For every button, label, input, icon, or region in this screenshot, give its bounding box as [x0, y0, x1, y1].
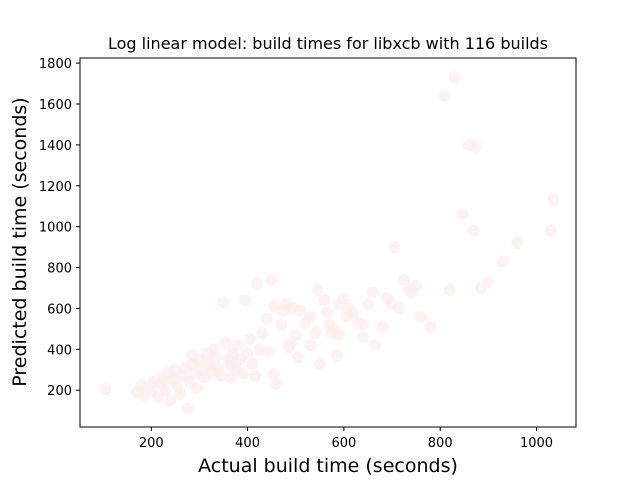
data-point [424, 320, 437, 333]
data-point [292, 351, 305, 364]
data-points [99, 71, 560, 415]
data-point [470, 140, 483, 153]
data-point [304, 339, 317, 352]
data-point [164, 394, 177, 407]
data-point [181, 402, 194, 415]
data-point [393, 302, 406, 315]
data-point [455, 208, 468, 221]
y-tick-label: 600 [47, 302, 72, 317]
y-tick-label: 1400 [39, 139, 72, 154]
data-point [210, 351, 223, 364]
data-point [439, 89, 452, 102]
data-point [410, 279, 423, 292]
data-point [246, 357, 259, 370]
data-point [270, 378, 283, 391]
data-point [253, 343, 266, 356]
data-point [219, 337, 232, 350]
plot-frame [79, 57, 577, 428]
data-point [186, 349, 199, 362]
y-tick-label: 1600 [39, 98, 72, 113]
data-point [174, 388, 187, 401]
data-point [251, 277, 264, 290]
y-tick-label: 1800 [39, 57, 72, 72]
y-tick-label: 1000 [39, 221, 72, 236]
data-point [268, 300, 281, 313]
data-point [347, 306, 360, 319]
y-axis-label: Predicted build time (seconds) [9, 97, 31, 386]
data-point [467, 224, 480, 237]
data-point [337, 292, 350, 305]
data-point [308, 326, 321, 339]
data-point [224, 371, 237, 384]
data-point [159, 384, 172, 397]
data-point [414, 310, 427, 323]
x-tick-label: 800 [428, 436, 453, 451]
x-tick-label: 400 [235, 436, 260, 451]
data-point [231, 339, 244, 352]
data-point [275, 318, 288, 331]
data-point [263, 345, 276, 358]
data-point [443, 284, 456, 297]
data-point [448, 71, 461, 84]
data-point [544, 224, 557, 237]
x-tick-label: 1000 [520, 436, 553, 451]
y-tick-label: 1200 [39, 180, 72, 195]
chart-title: Log linear model: build times for libxcb… [108, 34, 548, 53]
data-point [311, 284, 324, 297]
data-point [268, 367, 281, 380]
data-point [357, 331, 370, 344]
y-tick-label: 200 [47, 384, 72, 399]
y-tick-label: 800 [47, 262, 72, 277]
data-point [333, 329, 346, 342]
x-axis-ticks: 200 400 600 800 1000 [139, 427, 553, 451]
data-point [547, 194, 560, 207]
data-point [511, 237, 524, 250]
x-axis-label: Actual build time (seconds) [198, 455, 458, 477]
data-point [191, 382, 204, 395]
data-point [357, 318, 370, 331]
data-point [318, 294, 331, 307]
data-point [217, 296, 230, 309]
data-point [313, 357, 326, 370]
y-axis-ticks: 200 400 600 800 1000 1200 1400 1600 1800 [39, 57, 80, 399]
data-point [215, 369, 228, 382]
x-tick-label: 600 [331, 436, 356, 451]
data-point [236, 367, 249, 380]
data-point [99, 383, 112, 396]
data-point [388, 241, 401, 254]
data-point [256, 326, 269, 339]
data-point [243, 333, 256, 346]
data-point [496, 255, 509, 268]
data-point [260, 312, 273, 325]
data-point [248, 369, 261, 382]
data-point [366, 286, 379, 299]
x-tick-label: 200 [139, 436, 164, 451]
data-point [294, 304, 307, 317]
data-point [265, 273, 278, 286]
data-point [482, 275, 495, 288]
data-point [321, 306, 334, 319]
data-point [241, 347, 254, 360]
data-point [369, 339, 382, 352]
y-tick-label: 400 [47, 343, 72, 358]
data-point [304, 310, 317, 323]
data-point [239, 294, 252, 307]
data-point [361, 298, 374, 311]
data-point [330, 349, 343, 362]
data-point [376, 320, 389, 333]
data-point [289, 329, 302, 342]
